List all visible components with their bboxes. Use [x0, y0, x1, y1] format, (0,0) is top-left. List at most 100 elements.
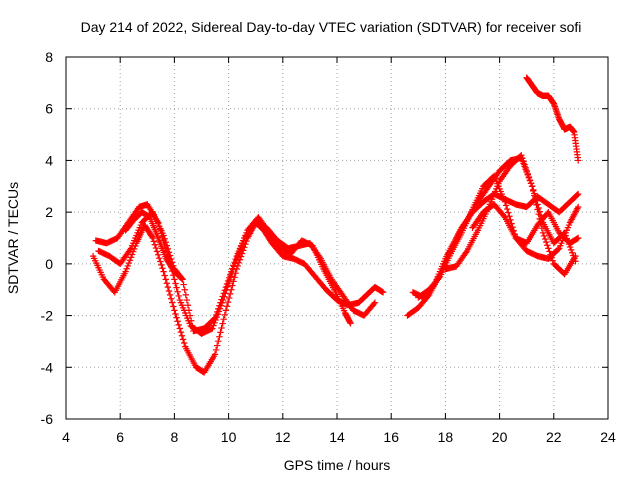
x-axis-label: GPS time / hours — [284, 457, 391, 473]
data-point — [178, 332, 186, 339]
y-tick-label: 2 — [45, 204, 53, 220]
data-point — [170, 303, 177, 310]
data-point — [181, 286, 188, 293]
data-point — [569, 249, 576, 256]
data-point — [126, 257, 134, 264]
data-markers — [89, 74, 582, 376]
data-point — [164, 283, 172, 291]
y-tick-label: 6 — [45, 101, 53, 117]
data-point — [214, 308, 221, 316]
data-point — [543, 238, 550, 246]
data-point — [186, 312, 194, 319]
data-point — [162, 238, 169, 246]
x-tick-label: 12 — [275, 429, 291, 445]
data-point — [536, 208, 543, 215]
y-tick-label: 8 — [45, 49, 53, 65]
data-point — [527, 179, 535, 187]
data-point — [229, 265, 236, 272]
data-point — [217, 329, 224, 336]
x-tick-label: 8 — [171, 429, 179, 445]
data-point — [221, 311, 229, 318]
data-point — [574, 157, 582, 164]
data-point — [215, 337, 222, 345]
data-point — [128, 251, 136, 258]
x-tick-label: 22 — [546, 429, 562, 445]
data-point — [221, 287, 229, 294]
data-point — [175, 292, 182, 300]
data-point — [174, 318, 181, 325]
y-tick-label: -2 — [41, 308, 54, 324]
data-point — [157, 258, 164, 265]
data-point — [151, 241, 159, 248]
data-point — [212, 346, 220, 354]
y-tick-label: -4 — [41, 359, 54, 375]
series-track-1 — [89, 219, 387, 376]
data-point — [180, 339, 188, 347]
data-point — [172, 280, 179, 287]
data-point — [211, 351, 219, 358]
data-point — [572, 258, 579, 265]
data-point — [161, 235, 168, 242]
data-point — [180, 281, 187, 288]
data-point — [534, 201, 541, 208]
data-point — [549, 257, 556, 264]
grid-lines — [66, 57, 608, 419]
data-point — [177, 328, 185, 336]
data-point — [220, 315, 227, 323]
data-point — [532, 193, 539, 201]
data-point — [220, 290, 227, 297]
data-point — [227, 271, 234, 278]
data-point — [574, 191, 581, 199]
x-tick-label: 24 — [600, 429, 616, 445]
data-point — [125, 259, 133, 267]
data-point — [230, 262, 237, 269]
x-tick-label: 10 — [221, 429, 237, 445]
data-point — [544, 242, 551, 249]
data-point — [531, 190, 538, 197]
data-point — [152, 244, 160, 252]
data-point — [533, 197, 540, 204]
data-point — [218, 324, 225, 332]
data-point — [505, 209, 512, 216]
data-point — [506, 213, 513, 220]
data-point — [216, 333, 223, 340]
data-point — [567, 246, 575, 254]
data-point — [216, 302, 223, 309]
data-point — [166, 291, 174, 299]
data-point — [171, 276, 178, 283]
data-point — [160, 232, 167, 239]
data-point — [574, 190, 582, 198]
data-point — [189, 322, 196, 330]
data-point — [164, 245, 172, 253]
data-point — [435, 274, 443, 282]
data-point — [540, 232, 548, 240]
data-point — [219, 293, 226, 300]
data-point — [231, 259, 238, 266]
data-point — [123, 265, 130, 272]
data-point — [188, 317, 195, 324]
x-tick-label: 18 — [438, 429, 454, 445]
data-point — [211, 314, 219, 322]
data-point — [228, 268, 235, 275]
data-point — [182, 291, 189, 299]
data-point — [127, 254, 135, 261]
data-point — [154, 251, 162, 259]
data-point — [160, 268, 167, 275]
data-point — [371, 299, 379, 306]
data-point — [159, 265, 166, 272]
data-point — [223, 303, 231, 310]
data-point — [218, 296, 225, 303]
data-point — [229, 282, 236, 289]
data-point — [173, 314, 180, 321]
data-point — [162, 276, 169, 283]
data-point — [502, 202, 510, 209]
data-point — [232, 256, 239, 263]
data-point — [176, 325, 184, 332]
y-axis-label: SDTVAR / TECUs — [5, 182, 21, 294]
series-track-10 — [523, 74, 582, 164]
data-point — [172, 310, 179, 318]
data-point — [169, 299, 176, 306]
data-point — [546, 248, 553, 255]
data-point — [183, 296, 191, 304]
data-point — [528, 183, 536, 190]
